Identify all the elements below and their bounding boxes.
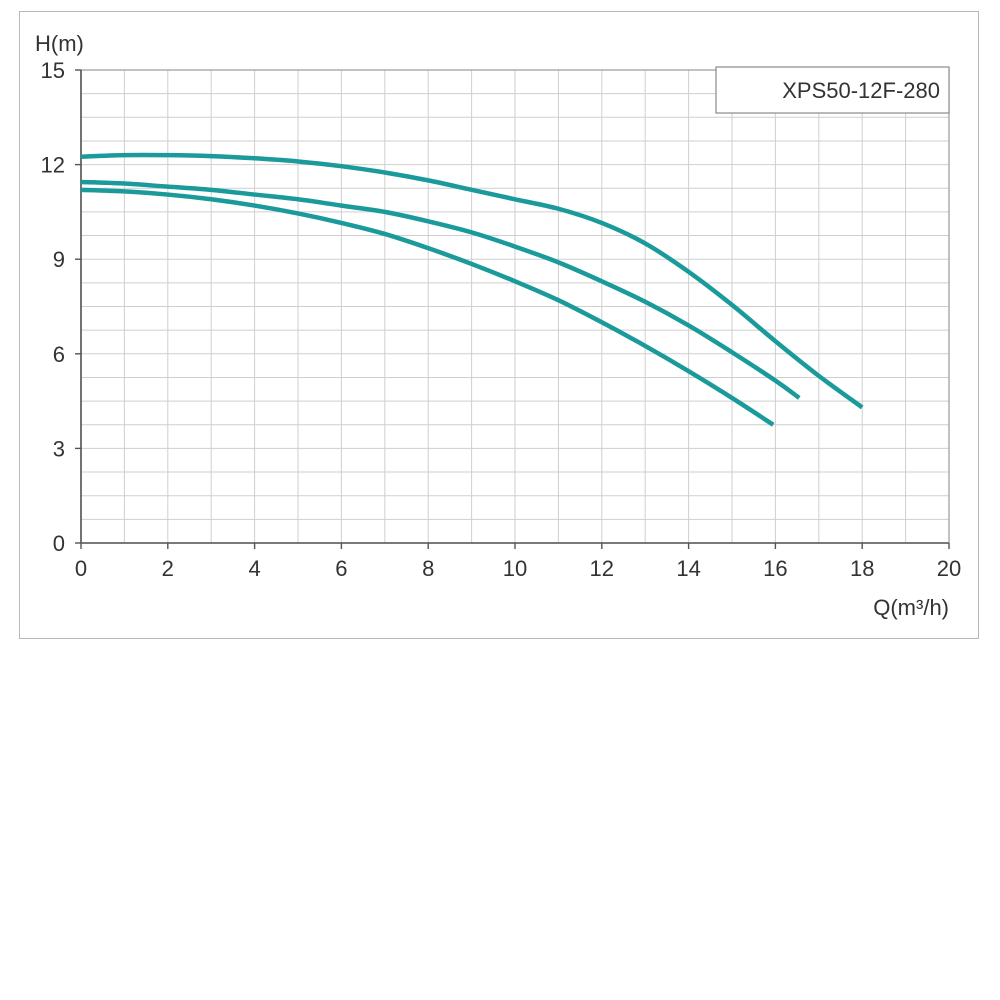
y-tick-label: 12 [41,153,65,178]
x-tick-label: 20 [937,556,961,581]
y-tick-label: 3 [53,436,65,461]
y-tick-label: 6 [53,342,65,367]
ticks-layer: 0 2 4 6 8 10 12 14 16 18 20 0 3 6 9 12 15 [41,58,962,581]
series-line-3 [80,187,775,427]
series-line-1 [80,152,864,410]
grid-layer [81,70,949,543]
x-axis-title: Q(m³/h) [873,595,949,620]
y-tick-label: 0 [53,531,65,556]
y-tick-label: 9 [53,247,65,272]
legend-box [715,66,950,114]
x-tick-label: 8 [422,556,434,581]
x-tick-label: 0 [75,556,87,581]
x-tick-label: 4 [248,556,260,581]
x-tick-label: 10 [503,556,527,581]
legend: XPS50-12F-280 [715,66,950,114]
x-tick-label: 16 [763,556,787,581]
x-tick-label: 14 [676,556,700,581]
y-axis-title: H(m) [35,31,84,56]
x-tick-label: 6 [335,556,347,581]
chart-frame: 0 2 4 6 8 10 12 14 16 18 20 0 3 6 9 12 15 XPS50-12F-280 … [19,11,979,639]
legend-label: XPS50-12F-280 [782,78,940,103]
y-tick-label: 15 [41,58,65,83]
series-line-2 [80,179,801,400]
series-layer [80,152,864,427]
x-tick-label: 2 [162,556,174,581]
x-tick-label: 12 [590,556,614,581]
x-tick-label: 18 [850,556,874,581]
